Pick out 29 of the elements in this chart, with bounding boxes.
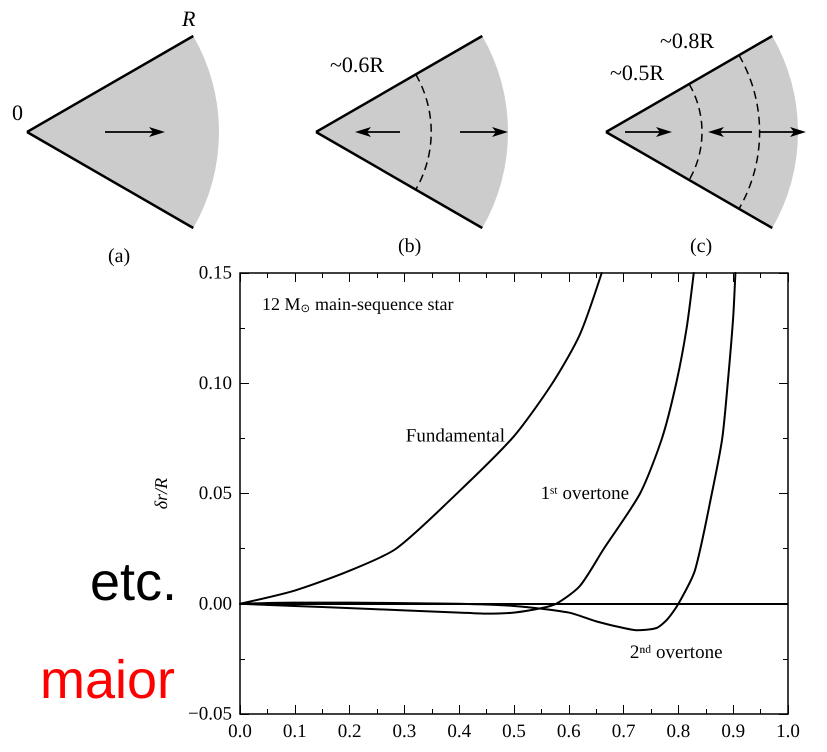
text: etc. [90,552,178,612]
text: maior [40,650,176,710]
x-tick-label: 0.5 [502,721,526,742]
x-tick-label: 0.2 [338,721,362,742]
x-tick-label: 0.7 [612,721,636,742]
text: ~0.5R [610,60,664,85]
y-tick-label: 0.00 [198,593,232,614]
text: ~0.6R [330,52,384,77]
y-tick-label: 0.05 [198,483,232,504]
series-label: Fundamental [406,426,505,447]
x-tick-label: 0.9 [721,721,746,742]
text: (a) [108,245,130,267]
text: (c) [690,235,712,257]
series-label: 1ˢᵗ overtone [540,483,630,504]
y-tick-label: 0.15 [198,262,232,284]
series-label: 2ⁿᵈ overtone [630,642,723,664]
x-tick-label: 0.8 [666,721,690,742]
text: ~0.8R [660,28,714,53]
x-tick-label: 1.0 [776,721,800,742]
x-tick-label: 0.4 [447,721,472,742]
text: 0 [12,100,23,125]
x-tick-label: 0.1 [282,721,307,742]
y-axis-title: δr/R [151,478,171,510]
x-tick-label: 0.3 [392,721,416,742]
y-tick-label: 0.10 [198,372,232,394]
x-tick-label: 0.6 [556,721,581,742]
text: (b) [398,235,422,257]
text: R [181,6,196,31]
annotation: 12 M⊙ main-sequence star [262,294,454,315]
